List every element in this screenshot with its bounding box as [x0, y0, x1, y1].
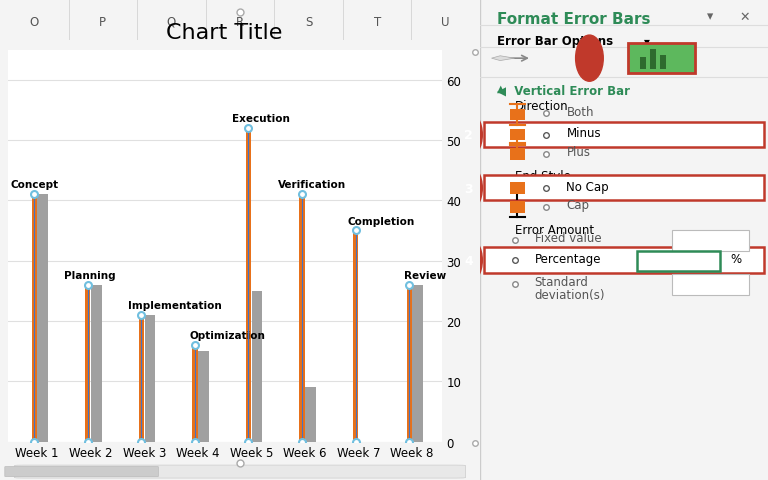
Text: Execution: Execution: [233, 114, 290, 124]
Bar: [85, 285, 91, 442]
Circle shape: [576, 36, 604, 82]
Circle shape: [455, 112, 482, 158]
Text: Percentage: Percentage: [535, 252, 601, 265]
Text: R: R: [236, 16, 244, 29]
Text: Error Amount: Error Amount: [515, 223, 594, 236]
Bar: [144, 315, 155, 442]
Text: 1: 1: [585, 52, 594, 66]
Text: Completion: Completion: [348, 216, 415, 226]
Text: Standard: Standard: [535, 276, 588, 289]
FancyBboxPatch shape: [510, 202, 525, 213]
FancyBboxPatch shape: [640, 58, 646, 70]
Title: Chart Title: Chart Title: [167, 24, 283, 43]
Text: Direction: Direction: [515, 99, 568, 112]
Text: 4: 4: [464, 254, 473, 267]
Circle shape: [455, 166, 482, 212]
FancyBboxPatch shape: [671, 230, 750, 251]
Text: Cap: Cap: [566, 199, 589, 212]
FancyBboxPatch shape: [510, 109, 525, 121]
Bar: [252, 291, 263, 442]
Text: P: P: [99, 16, 106, 29]
Text: Minus: Minus: [566, 127, 601, 140]
Text: 100: 100: [667, 252, 690, 265]
Text: 10.0: 10.0: [698, 233, 723, 243]
FancyBboxPatch shape: [510, 149, 525, 160]
Text: Verification: Verification: [278, 180, 346, 190]
Bar: [192, 345, 197, 442]
FancyBboxPatch shape: [485, 176, 763, 201]
Bar: [412, 285, 423, 442]
Text: Optimization: Optimization: [190, 331, 266, 340]
Text: %: %: [730, 252, 742, 265]
FancyBboxPatch shape: [15, 465, 465, 478]
Text: O: O: [30, 16, 39, 29]
FancyBboxPatch shape: [510, 130, 525, 141]
Text: deviation(s): deviation(s): [535, 288, 605, 301]
Text: U: U: [442, 16, 450, 29]
Bar: [300, 195, 305, 442]
Bar: [91, 285, 101, 442]
Polygon shape: [492, 57, 515, 61]
Bar: [406, 285, 412, 442]
Bar: [246, 129, 251, 442]
FancyBboxPatch shape: [650, 50, 656, 70]
Text: No Cap: No Cap: [566, 180, 609, 193]
FancyBboxPatch shape: [485, 122, 763, 147]
FancyBboxPatch shape: [660, 56, 667, 70]
Text: 1.0: 1.0: [702, 277, 719, 287]
FancyBboxPatch shape: [637, 251, 720, 272]
Text: Both: Both: [566, 106, 594, 119]
Text: Fixed value: Fixed value: [535, 231, 601, 245]
Text: ▾: ▾: [644, 35, 650, 48]
Bar: [305, 387, 316, 442]
Circle shape: [455, 238, 482, 284]
Text: ◀  Vertical Error Bar: ◀ Vertical Error Bar: [498, 84, 631, 97]
Text: S: S: [305, 16, 313, 29]
Text: ✕: ✕: [740, 11, 750, 24]
FancyBboxPatch shape: [485, 247, 763, 274]
Text: Plus: Plus: [566, 146, 591, 159]
Text: ▲: ▲: [498, 84, 505, 94]
Text: Planning: Planning: [64, 270, 115, 280]
Text: Format Error Bars: Format Error Bars: [498, 12, 650, 27]
Text: Error Bar Options: Error Bar Options: [498, 35, 614, 48]
FancyBboxPatch shape: [628, 44, 694, 73]
Bar: [38, 195, 48, 442]
Bar: [353, 231, 359, 442]
Text: Review: Review: [404, 270, 446, 280]
Text: T: T: [373, 16, 381, 29]
Text: 2: 2: [464, 129, 473, 142]
Text: ▾: ▾: [707, 11, 713, 24]
Bar: [31, 195, 37, 442]
Text: Q: Q: [167, 16, 176, 29]
FancyBboxPatch shape: [5, 467, 158, 477]
FancyBboxPatch shape: [510, 183, 525, 194]
Text: End Style: End Style: [515, 169, 571, 182]
Text: 3: 3: [464, 182, 473, 195]
Text: Implementation: Implementation: [128, 300, 222, 311]
Bar: [139, 315, 144, 442]
FancyBboxPatch shape: [671, 275, 750, 295]
Text: Concept: Concept: [10, 180, 58, 190]
Bar: [198, 351, 209, 442]
